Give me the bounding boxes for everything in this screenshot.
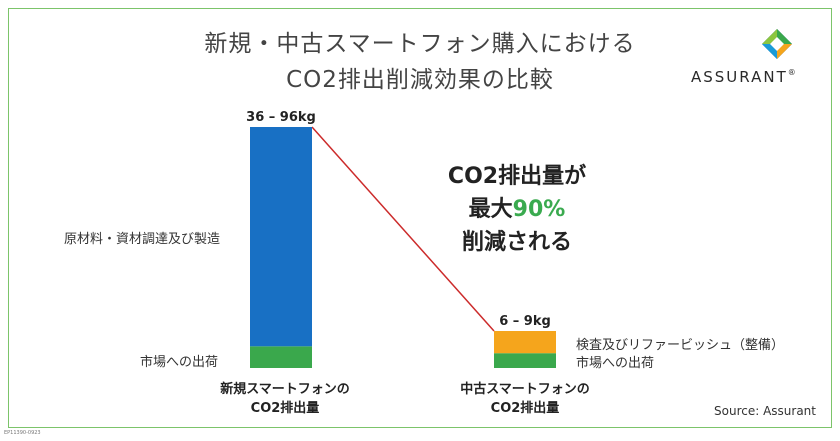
source-note: Source: Assurant — [714, 404, 816, 418]
x-label-used-line1: 中古スマートフォンの — [460, 382, 590, 397]
reduction-callout: CO2排出量が 最大90% 削減される — [412, 160, 622, 259]
segment-label-used-shipping: 市場への出荷 — [576, 356, 655, 371]
x-label-new-line2: CO2排出量 — [250, 401, 320, 416]
assurant-logo-icon — [762, 29, 792, 59]
callout-line3: 削減される — [461, 230, 572, 255]
x-label-used: 中古スマートフォンの CO2排出量 — [440, 380, 610, 418]
bar-new-segment-1 — [250, 127, 312, 347]
reduction-connector-line — [311, 126, 495, 332]
callout-line1: CO2排出量が — [447, 164, 587, 189]
bar-new-total-label: 36 – 96kg — [246, 110, 316, 125]
brand-name: ASSURANT — [691, 68, 788, 86]
bar-new-segment-0 — [250, 346, 312, 368]
x-label-used-line2: CO2排出量 — [490, 401, 560, 416]
chart-title-line1: 新規・中古スマートフォン購入における — [204, 31, 636, 57]
document-id: EP11390-0923 — [4, 430, 41, 436]
bar-used-segment-1 — [494, 331, 556, 354]
segment-label-used-refurbish: 検査及びリファービッシュ（整備） — [576, 338, 785, 353]
x-label-new-line1: 新規スマートフォンの — [220, 382, 350, 397]
chart-frame — [8, 8, 832, 428]
assurant-logo: ASSURANT® — [683, 28, 803, 90]
brand-mark: ® — [787, 68, 798, 77]
x-label-new: 新規スマートフォンの CO2排出量 — [200, 380, 370, 418]
bar-used-segment-0 — [494, 353, 556, 368]
assurant-logo-text: ASSURANT® — [691, 68, 798, 86]
callout-reduction-percent: 90% — [512, 197, 566, 222]
segment-label-new-manufacturing: 原材料・資材調達及び製造 — [64, 232, 221, 247]
callout-line2-prefix: 最大 — [468, 197, 513, 222]
bar-used-total-label: 6 – 9kg — [499, 314, 551, 329]
callout-line2: 最大90% — [412, 193, 622, 226]
segment-label-new-shipping: 市場への出荷 — [140, 355, 219, 370]
chart-title-line2: CO2排出削減効果の比較 — [286, 67, 554, 93]
